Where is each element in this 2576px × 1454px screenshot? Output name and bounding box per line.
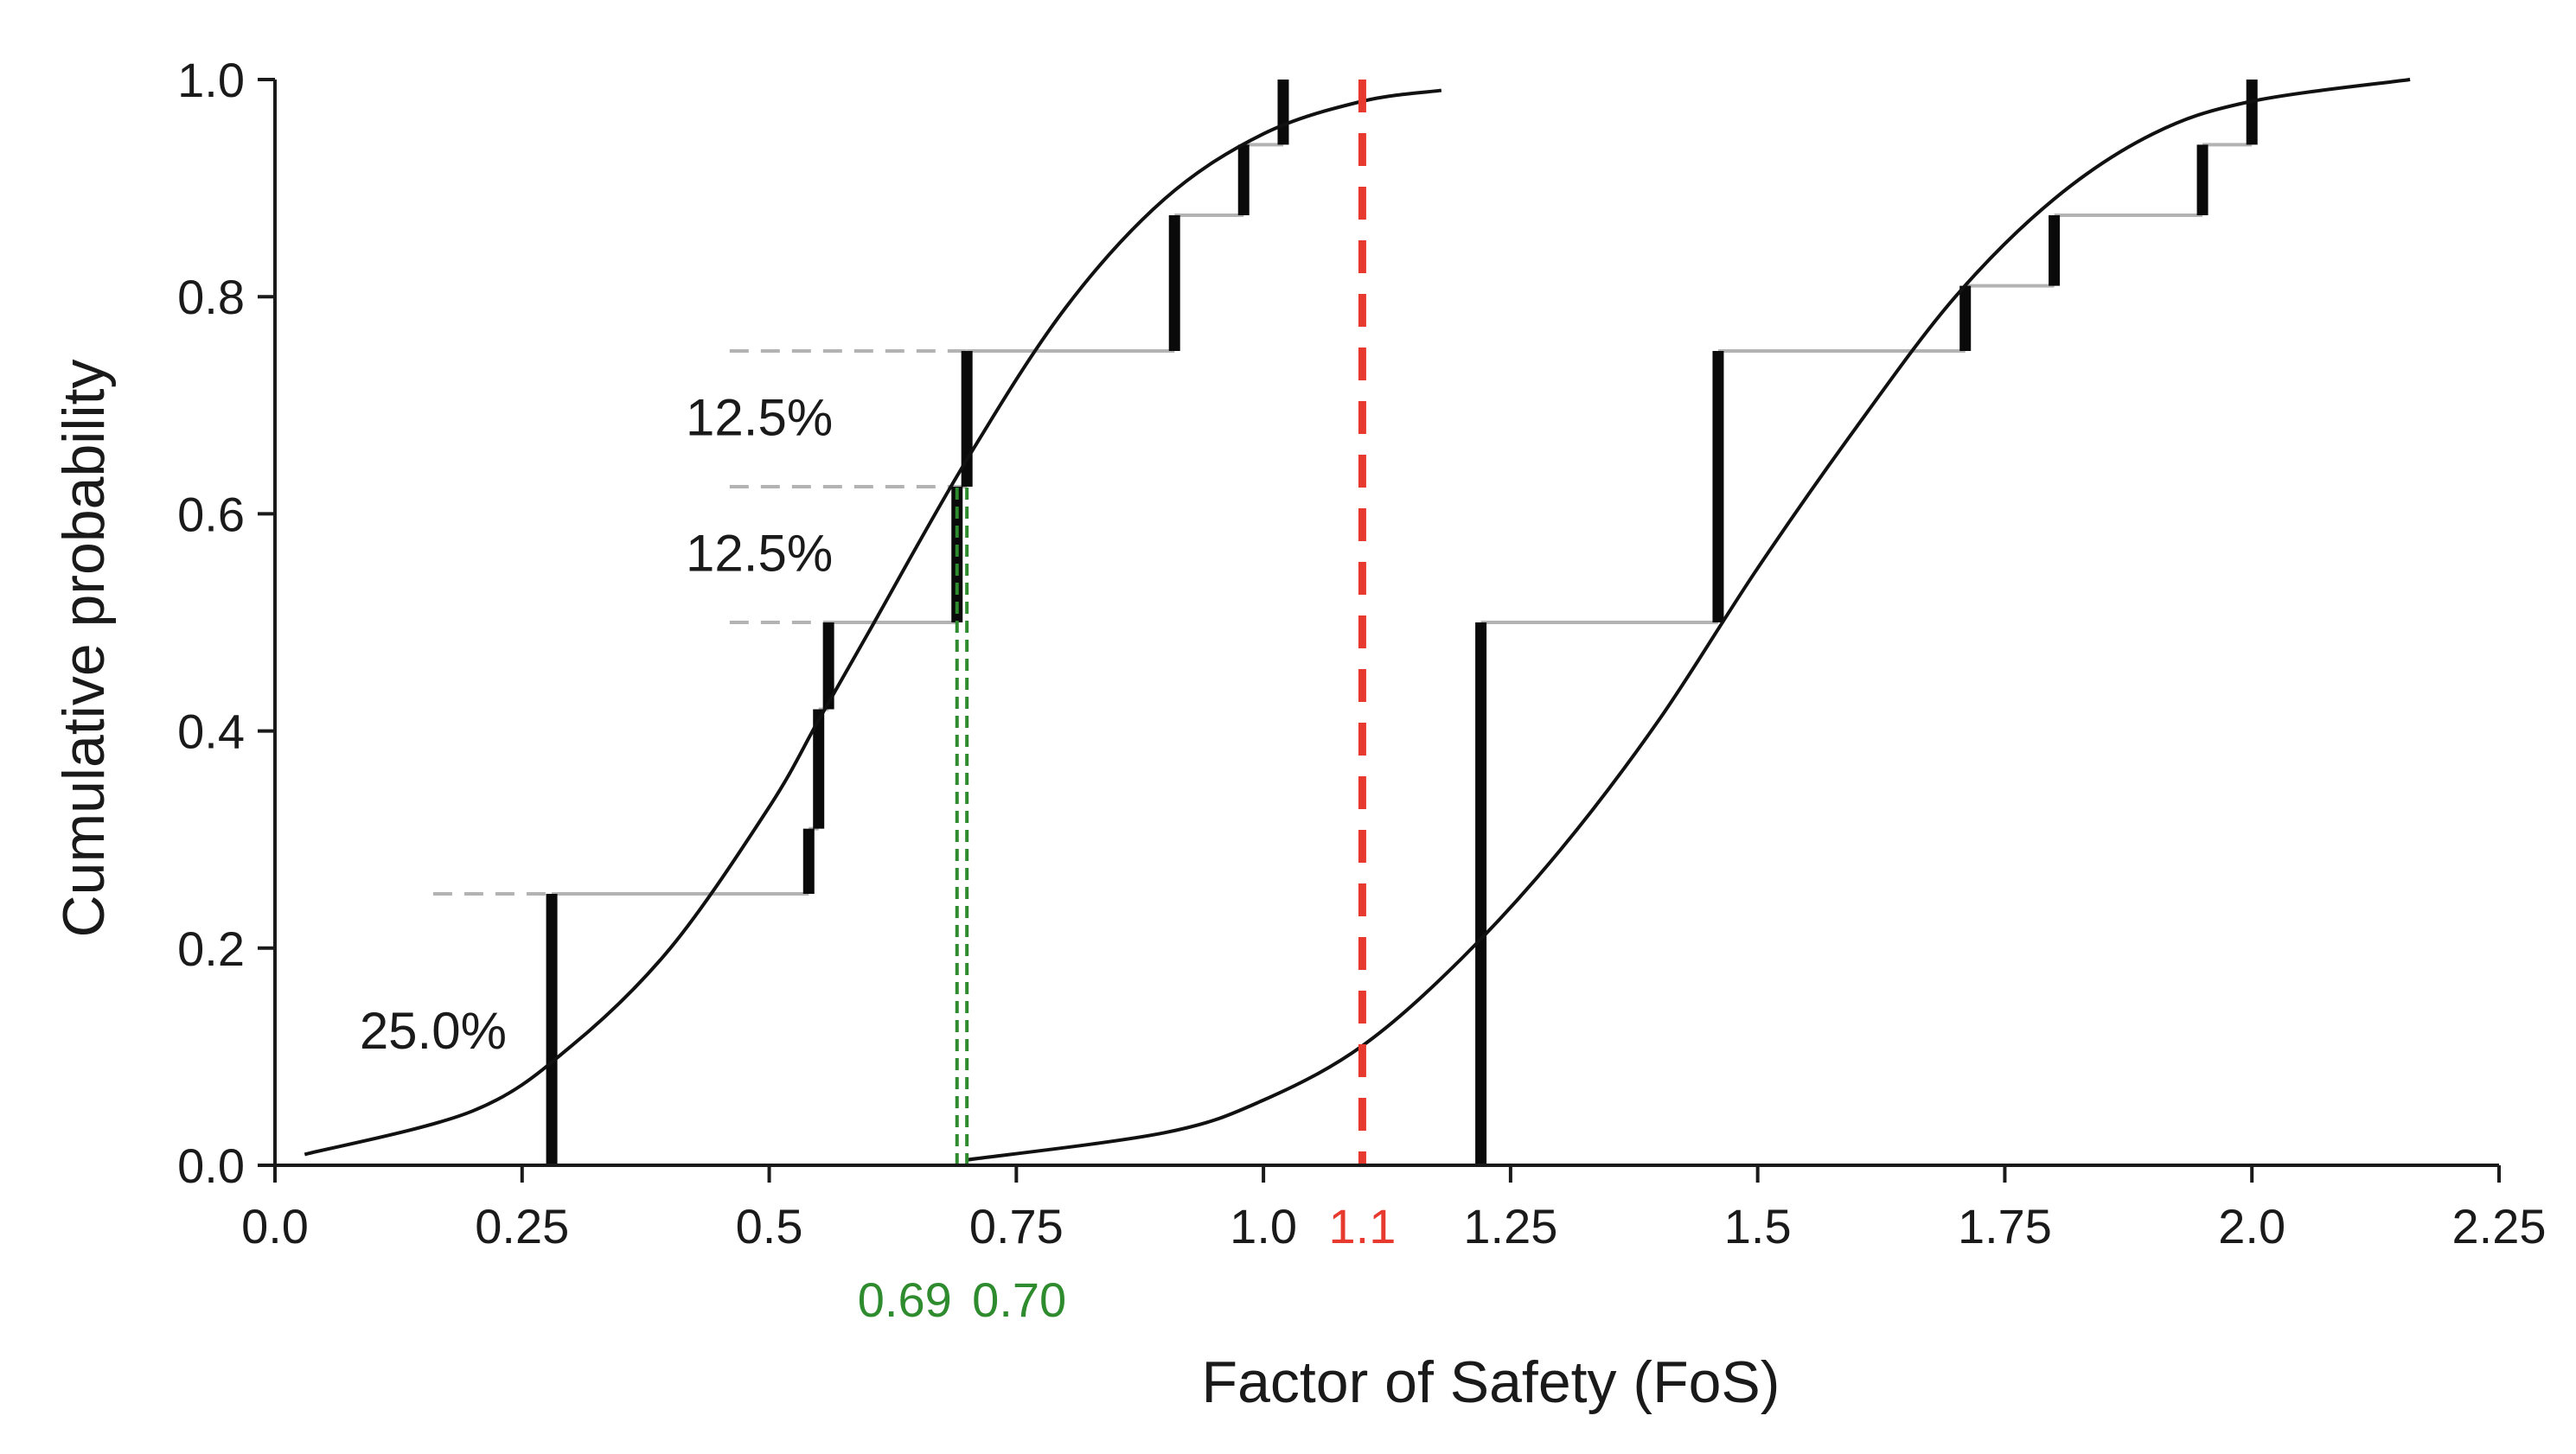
x-tick-label-6: 1.5 xyxy=(1724,1199,1792,1253)
y-tick-label-1: 0.2 xyxy=(177,922,245,976)
y-tick-label-0: 0.0 xyxy=(177,1138,245,1193)
x-tick-label-3: 0.75 xyxy=(969,1199,1064,1253)
fitted-cdf-curve-0 xyxy=(304,88,1442,1157)
fos-marker-label-1: 0.70 xyxy=(972,1272,1066,1327)
axes-layer xyxy=(258,78,2501,1183)
fos-marker-label-0: 0.69 xyxy=(858,1272,952,1327)
y-tick-label-4: 0.8 xyxy=(177,270,245,324)
y-tick-label-3: 0.6 xyxy=(177,487,245,541)
fitted-cdf-curve-2 xyxy=(966,78,2411,1162)
data-layer xyxy=(304,78,2411,1167)
annotation-1: 12.5% xyxy=(686,524,833,582)
x-tick-label-4: 1.0 xyxy=(1230,1199,1297,1253)
text-layer: Factor of Safety (FoS) Cumulative probab… xyxy=(51,53,2547,1415)
x-tick-label-8: 2.0 xyxy=(2218,1199,2285,1253)
annotation-0: 12.5% xyxy=(686,388,833,446)
annotation-2: 25.0% xyxy=(360,1002,507,1060)
y-tick-label-2: 0.4 xyxy=(177,705,245,759)
x-axis-title: Factor of Safety (FoS) xyxy=(1202,1349,1780,1415)
x-tick-label-5: 1.25 xyxy=(1463,1199,1557,1253)
threshold-label: 1.1 xyxy=(1328,1199,1396,1253)
x-tick-label-0: 0.0 xyxy=(241,1199,309,1253)
x-tick-label-9: 2.25 xyxy=(2452,1199,2547,1253)
y-axis-title: Cumulative probability xyxy=(51,360,117,938)
x-tick-label-2: 0.5 xyxy=(736,1199,803,1253)
x-tick-label-1: 0.25 xyxy=(475,1199,569,1253)
x-tick-label-7: 1.75 xyxy=(1958,1199,2052,1253)
y-tick-label-5: 1.0 xyxy=(177,53,245,107)
